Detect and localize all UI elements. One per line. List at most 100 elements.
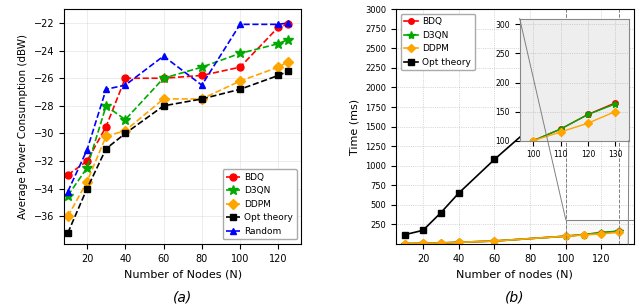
D3QN <box>401 242 409 246</box>
BDQ <box>491 239 499 243</box>
DDPM <box>598 232 605 236</box>
Text: (a): (a) <box>173 291 192 305</box>
D3QN <box>198 65 205 69</box>
DDPM <box>437 241 445 245</box>
D3QN <box>160 76 168 80</box>
D3QN <box>437 241 445 245</box>
D3QN <box>562 234 570 238</box>
Random <box>275 23 282 26</box>
BDQ <box>64 173 72 177</box>
Legend: BDQ, D3QN, DDPM, Opt theory: BDQ, D3QN, DDPM, Opt theory <box>401 14 475 70</box>
DDPM <box>580 233 588 237</box>
DDPM <box>122 129 129 133</box>
Line: Random: Random <box>65 20 291 195</box>
D3QN <box>491 239 499 243</box>
Random <box>83 148 91 152</box>
Line: Opt theory: Opt theory <box>65 68 291 236</box>
Line: BDQ: BDQ <box>403 228 622 246</box>
Opt theory <box>160 104 168 108</box>
BDQ <box>580 233 588 236</box>
D3QN <box>284 38 292 41</box>
BDQ <box>562 234 570 238</box>
DDPM <box>616 231 623 234</box>
DDPM <box>419 242 427 245</box>
Opt theory <box>122 132 129 135</box>
Opt theory <box>437 211 445 214</box>
DDPM <box>455 240 463 244</box>
BDQ <box>419 242 427 245</box>
Opt theory <box>562 97 570 101</box>
D3QN <box>616 229 623 233</box>
Line: D3QN: D3QN <box>401 227 623 248</box>
Opt theory <box>616 23 623 27</box>
Line: D3QN: D3QN <box>63 35 292 200</box>
X-axis label: Number of Nodes (N): Number of Nodes (N) <box>124 269 242 279</box>
Y-axis label: Time (ms): Time (ms) <box>350 99 360 155</box>
Opt theory <box>275 74 282 77</box>
Line: Opt theory: Opt theory <box>403 22 622 237</box>
DDPM <box>102 135 110 138</box>
Opt theory <box>198 97 205 101</box>
BDQ <box>437 241 445 245</box>
D3QN <box>455 240 463 244</box>
BDQ <box>160 76 168 80</box>
D3QN <box>102 104 110 108</box>
DDPM <box>562 234 570 238</box>
BDQ <box>83 159 91 163</box>
D3QN <box>83 166 91 170</box>
Y-axis label: Average Power Consumption (dBW): Average Power Consumption (dBW) <box>18 34 28 219</box>
Random <box>102 88 110 91</box>
D3QN <box>122 118 129 121</box>
Opt theory <box>83 187 91 191</box>
BDQ <box>122 76 129 80</box>
DDPM <box>83 180 91 184</box>
Random <box>284 21 292 25</box>
Opt theory <box>236 88 244 91</box>
Random <box>198 83 205 87</box>
Opt theory <box>526 126 534 130</box>
D3QN <box>580 233 588 236</box>
D3QN <box>64 194 72 197</box>
Random <box>160 54 168 58</box>
Opt theory <box>102 147 110 150</box>
DDPM <box>64 214 72 218</box>
D3QN <box>598 231 605 235</box>
Opt theory <box>284 70 292 73</box>
Line: DDPM: DDPM <box>65 58 291 220</box>
DDPM <box>236 79 244 83</box>
Random <box>122 83 129 87</box>
D3QN <box>419 242 427 245</box>
Legend: BDQ, D3QN, DDPM, Opt theory, Random: BDQ, D3QN, DDPM, Opt theory, Random <box>223 169 297 239</box>
D3QN <box>275 42 282 45</box>
DDPM <box>401 242 409 246</box>
BDQ <box>236 65 244 69</box>
Line: BDQ: BDQ <box>65 21 291 178</box>
Opt theory <box>64 231 72 235</box>
D3QN <box>236 52 244 55</box>
BDQ <box>275 25 282 29</box>
BDQ <box>616 229 623 233</box>
DDPM <box>284 60 292 63</box>
Random <box>64 190 72 193</box>
Opt theory <box>419 228 427 232</box>
DDPM <box>491 239 499 243</box>
Opt theory <box>455 191 463 195</box>
Random <box>236 23 244 26</box>
BDQ <box>401 242 409 246</box>
DDPM <box>275 65 282 69</box>
BDQ <box>198 74 205 77</box>
Opt theory <box>598 54 605 58</box>
BDQ <box>598 231 605 235</box>
Opt theory <box>580 82 588 85</box>
Text: (b): (b) <box>505 291 525 305</box>
DDPM <box>160 97 168 101</box>
Line: DDPM: DDPM <box>403 229 622 246</box>
Opt theory <box>401 233 409 236</box>
BDQ <box>455 240 463 244</box>
Bar <box>566 220 628 244</box>
X-axis label: Number of nodes (N): Number of nodes (N) <box>456 269 573 279</box>
Opt theory <box>491 158 499 161</box>
BDQ <box>284 23 292 26</box>
DDPM <box>198 97 205 101</box>
BDQ <box>102 125 110 128</box>
